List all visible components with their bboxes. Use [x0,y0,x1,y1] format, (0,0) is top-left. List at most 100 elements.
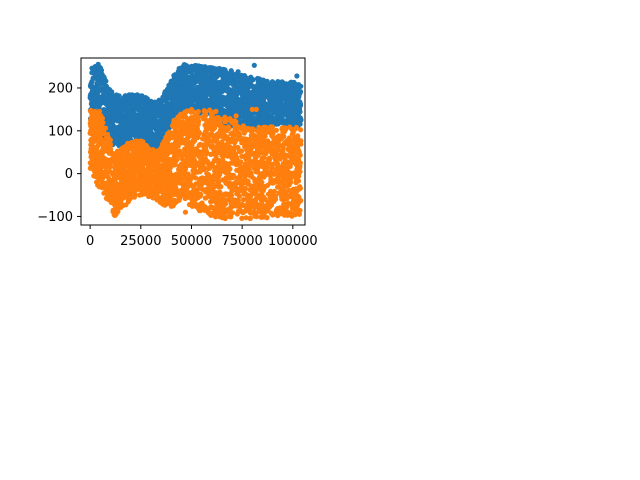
series-2 [87,106,304,222]
data-point [119,146,125,152]
data-point [268,202,275,208]
data-point [272,85,279,91]
data-point [226,79,232,85]
data-point [199,186,205,192]
data-point [277,91,283,97]
data-point [132,125,138,131]
data-point [89,65,95,71]
data-point [281,154,287,160]
data-point [236,131,242,137]
data-point [220,77,226,84]
data-point [249,174,255,180]
data-point [162,90,168,97]
data-point [184,69,191,75]
data-point [218,110,224,116]
data-point [113,194,119,200]
data-point [246,84,252,90]
data-point [258,187,264,193]
data-point [173,103,179,109]
data-point [187,88,193,94]
data-point [259,111,265,117]
data-point [140,131,146,137]
outlier-point [235,69,241,75]
data-point [269,170,275,176]
data-point [222,84,228,90]
data-point [193,103,199,109]
data-point [192,73,198,79]
data-point [208,84,214,90]
outlier-point [251,62,257,68]
data-point [258,145,264,151]
data-point [171,72,177,79]
data-point [106,102,112,108]
data-point [149,103,155,109]
data-point [110,131,116,137]
data-point [293,207,299,213]
data-point [124,101,130,107]
data-point [98,67,105,73]
data-point [199,152,205,158]
data-point [283,105,289,111]
data-point [266,142,273,148]
data-point [203,124,209,130]
data-point [97,170,103,176]
data-point [227,144,233,150]
data-point [200,78,206,84]
data-point [282,201,288,207]
data-point [147,98,153,104]
data-point [159,183,165,189]
data-point [106,111,112,117]
data-point [235,197,241,203]
data-point [212,67,218,73]
data-point [111,170,117,176]
data-point [284,90,291,96]
data-point [139,93,145,99]
data-point [286,99,292,105]
data-point [269,114,275,120]
data-point [260,92,266,98]
data-point [281,196,287,202]
data-point [119,139,125,145]
data-point [204,89,210,95]
data-point [254,148,260,154]
data-point [212,214,219,220]
data-point [134,114,140,120]
data-point [163,144,169,150]
data-point [199,205,205,211]
data-point [284,175,290,181]
data-point [285,161,291,167]
data-point [208,204,214,210]
data-point [254,194,260,200]
data-point [187,139,193,146]
data-point [295,85,301,91]
data-point [209,187,215,193]
data-point [169,99,175,105]
data-point [166,94,172,100]
data-point [255,139,261,145]
data-point [269,100,275,106]
data-point [102,172,108,179]
data-point [254,161,260,167]
data-point [259,150,265,156]
data-point [165,194,171,200]
data-point [130,155,136,161]
data-point [294,98,300,105]
data-point [289,90,295,96]
data-point [181,165,187,171]
data-point [251,143,257,149]
data-point [252,166,258,172]
data-point [185,130,191,136]
data-point [276,100,282,106]
data-point [241,81,248,87]
data-point [156,174,163,180]
data-point [104,157,110,163]
data-point [276,184,282,190]
data-point [234,107,240,113]
data-point [161,154,167,160]
data-point [241,103,247,110]
data-point [180,87,186,93]
data-point [197,182,203,188]
data-point [182,150,188,156]
data-point [110,118,116,124]
data-point [288,79,294,85]
